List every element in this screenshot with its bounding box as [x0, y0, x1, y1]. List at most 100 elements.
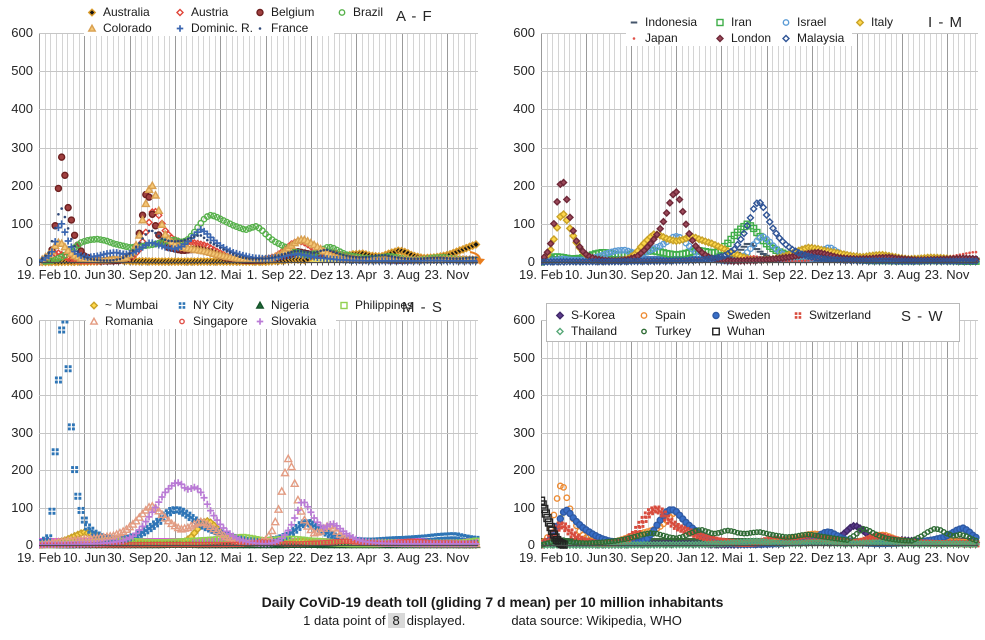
x-tick-label: 10. Jun	[62, 267, 106, 282]
legend-s-w: S-Korea Spain Sweden Switzerland Thailand Tur…	[552, 307, 902, 339]
legend-item-sweden: Sweden	[708, 307, 790, 323]
iran-marker-icon	[712, 15, 728, 29]
legend-label: Malaysia	[797, 31, 845, 45]
y-tick-label: 300	[513, 139, 535, 155]
slovakia-marker-icon	[252, 314, 268, 328]
legend-label: Austria	[191, 5, 229, 19]
y-tick-label: 200	[513, 462, 535, 477]
x-tick-label: 3. Aug	[383, 550, 420, 565]
y-tick-label: 100	[513, 499, 535, 515]
caption: Daily CoViD-19 death toll (gliding 7 d m…	[0, 594, 985, 628]
legend-label: Wuhan	[727, 324, 765, 338]
austria-marker-icon	[172, 5, 188, 19]
x-tick-label: 12. Mai	[700, 550, 743, 565]
y-tick-label: 300	[11, 139, 33, 155]
x-tick-label: 12. Mai	[198, 267, 242, 282]
legend-item-nigeria: Nigeria	[252, 297, 336, 313]
legend-item-thailand: Thailand	[552, 323, 636, 339]
x-tick-label: 22. Dez	[789, 267, 835, 282]
wuhan-marker-icon	[708, 324, 724, 338]
legend-label: Slovakia	[271, 314, 317, 328]
panel-m-s: 19. Feb 10. Jun 30. Sep 20. Jan 12. Mai 1. Se…	[11, 312, 492, 565]
x-tick-label: 23. Nov	[424, 550, 470, 565]
y-tick-label: 100	[11, 499, 33, 515]
legend-a-f: Australia Austria Belgium Brazil Colorado Dom…	[84, 4, 400, 36]
legend-item-romania: Romania	[86, 313, 174, 329]
subtitle-prefix: 1 data point of	[303, 613, 386, 628]
x-tick-label: 10. Jun	[564, 550, 608, 565]
legend-label: Australia	[103, 5, 150, 19]
x-tick-label: 30. Sep	[107, 267, 153, 282]
switzerland-marker-icon	[790, 308, 806, 322]
italy-marker-icon	[852, 15, 868, 29]
chart-canvas-a-f	[39, 33, 492, 272]
legend-label: NY City	[193, 298, 234, 312]
y-tick-label: 400	[513, 101, 535, 117]
israel-marker-icon	[778, 15, 794, 29]
x-tick-label: 3. Aug	[883, 267, 921, 282]
s-korea-marker-icon	[552, 308, 568, 322]
legend-label: ~ Mumbai	[105, 298, 159, 312]
displayed-interval-value: 8	[387, 613, 405, 628]
legend-label: Turkey	[655, 324, 692, 338]
y-tick-label: 100	[513, 215, 535, 231]
x-tick-label: 3. Aug	[383, 267, 420, 282]
x-tick-label: 30. Sep	[608, 550, 654, 565]
x-tick-label: 10. Jun	[62, 550, 106, 565]
legend-item-austria: Austria	[172, 4, 252, 20]
indonesia-marker-icon	[626, 15, 642, 29]
legend-item-brazil: Brazil	[334, 4, 400, 20]
legend-label: Italy	[871, 15, 894, 29]
legend-label: Nigeria	[271, 298, 310, 312]
x-tick-label: 19. Feb	[16, 267, 62, 282]
legend-label: Thailand	[571, 324, 618, 338]
x-tick-label: 23. Nov	[924, 267, 970, 282]
dominic-r-marker-icon	[172, 21, 188, 35]
chart-subtitle: 1 data point of 8 displayed. data source: W…	[0, 613, 985, 628]
legend-item-japan: Japan	[626, 30, 712, 46]
x-tick-label: 13. Apr	[836, 550, 878, 565]
x-tick-label: 1. Sep	[246, 267, 285, 282]
y-tick-label: 200	[11, 462, 33, 477]
legend-item-wuhan: Wuhan	[708, 323, 790, 339]
panel-title-a-f: A - F	[396, 8, 433, 25]
turkey-marker-icon	[636, 324, 652, 338]
legend-label: Switzerland	[809, 308, 872, 322]
subtitle-suffix: displayed.	[406, 613, 466, 628]
panel-title-i-m: I - M	[928, 14, 963, 31]
x-tick-label: 19. Feb	[518, 550, 564, 565]
legend-item-colorado: Colorado	[84, 20, 172, 36]
y-tick-label: 0	[25, 537, 33, 552]
legend-item-dominic-r: Dominic. R.	[172, 20, 253, 36]
y-tick-label: 400	[11, 101, 33, 117]
panel-i-m: 19. Feb 10. Jun 30. Sep 20. Jan 12. Mai 1. Se…	[513, 25, 985, 282]
y-tick-label: 400	[513, 387, 535, 402]
legend-label: Iran	[731, 15, 752, 29]
y-tick-label: 500	[513, 63, 535, 79]
mumbai-marker-icon	[86, 298, 102, 312]
legend-item-ny-city: NY City	[174, 297, 252, 313]
panel-title-s-w: S - W	[901, 308, 944, 325]
y-tick-label: 600	[513, 25, 535, 40]
x-tick-label: 13. Apr	[335, 267, 377, 282]
x-tick-label: 1. Sep	[246, 550, 285, 565]
x-tick-label: 23. Nov	[924, 550, 970, 565]
singapore-marker-icon	[174, 314, 190, 328]
legend-item-philippines: Philippines	[336, 297, 428, 313]
spain-marker-icon	[636, 308, 652, 322]
legend-i-m: Indonesia Iran Israel Italy Japan London Malay…	[626, 14, 912, 46]
x-tick-label: 20. Jan	[655, 550, 698, 565]
legend-item-spain: Spain	[636, 307, 708, 323]
malaysia-marker-icon	[778, 31, 794, 45]
chart-canvas-m-s	[39, 320, 492, 555]
x-tick-label: 3. Aug	[883, 550, 921, 565]
romania-marker-icon	[86, 314, 102, 328]
panel-s-w: 19. Feb 10. Jun 30. Sep 20. Jan 12. Mai 1. Se…	[513, 312, 985, 565]
legend-item-indonesia: Indonesia	[626, 14, 712, 30]
x-tick-label: 20. Jan	[153, 550, 197, 565]
legend-item-france: France	[252, 20, 334, 36]
x-tick-label: 13. Apr	[836, 267, 878, 282]
belgium-marker-icon	[252, 5, 268, 19]
x-tick-label: 12. Mai	[198, 550, 242, 565]
